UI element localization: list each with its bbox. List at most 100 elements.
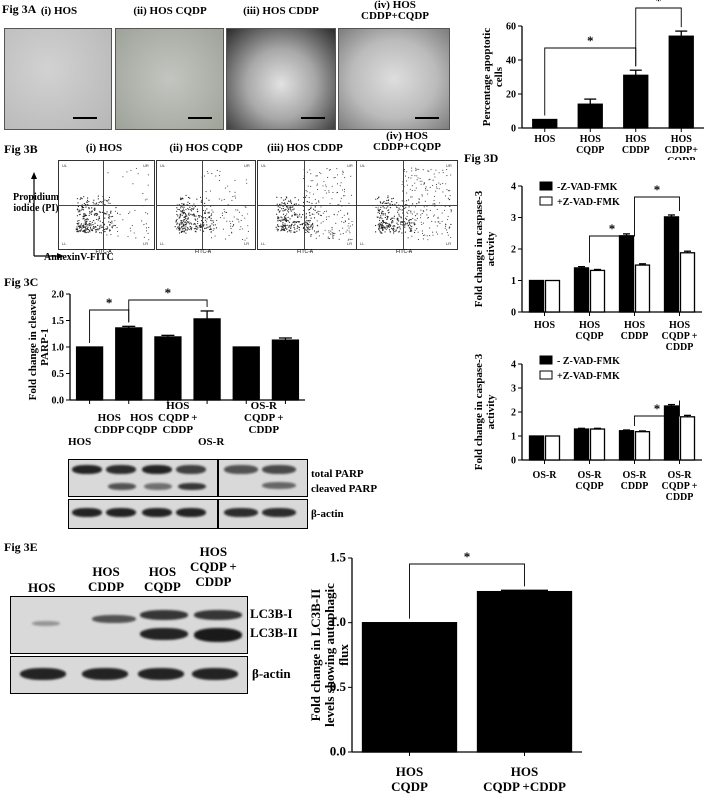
flow-event [423, 211, 425, 213]
flow-event [391, 204, 394, 206]
flow-event [378, 227, 380, 230]
blot-band [178, 483, 206, 490]
flow-event [108, 218, 110, 220]
flow-event [414, 182, 416, 184]
flow-event [434, 221, 436, 223]
flow-event [310, 207, 312, 210]
flow-event [83, 213, 85, 215]
flow-event [78, 230, 80, 232]
flow-event [276, 203, 278, 205]
flow-event [186, 222, 188, 224]
flow-event [183, 216, 185, 219]
flow-event [227, 185, 229, 187]
flow-event [436, 188, 438, 190]
flow-event [246, 237, 248, 239]
blot-band [262, 465, 296, 474]
y-axis-label: Fold change in LC3B-IIlevels showing aut… [308, 583, 351, 727]
flow-event [110, 210, 112, 212]
flow-event [234, 179, 236, 182]
flow-event [307, 185, 309, 187]
flow-event [332, 236, 334, 238]
flow-event [204, 227, 206, 230]
flow-event [306, 228, 308, 230]
flow-event [309, 227, 311, 229]
bar [634, 431, 651, 461]
flow-event [103, 228, 105, 231]
flow-event [428, 179, 430, 181]
flow-event [426, 209, 428, 211]
flow-event [322, 212, 324, 214]
flow-event [93, 199, 95, 201]
flow-event [381, 218, 383, 220]
flow-event [302, 201, 305, 204]
x-tick-label: OS-R [533, 470, 558, 481]
flow-event [194, 230, 196, 232]
flow-event [387, 196, 389, 199]
flow-event [302, 227, 305, 229]
flow-event [342, 170, 344, 172]
legend-swatch [539, 181, 553, 191]
flow-event [185, 226, 187, 228]
flow-event [79, 226, 81, 228]
flow-event [390, 227, 393, 229]
flow-event [404, 207, 406, 210]
y-tick-label: 1.0 [330, 614, 346, 629]
y-tick-label: 1.5 [330, 550, 347, 565]
flow-event [84, 203, 87, 206]
flow-event [224, 187, 226, 189]
flow-event [75, 228, 78, 231]
flow-event [397, 209, 399, 211]
flow-event [315, 202, 317, 204]
quadrant-vline [304, 161, 305, 249]
flow-event [325, 186, 327, 188]
flow-event [348, 222, 350, 224]
quadrant-vline [202, 161, 204, 249]
significance-bracket [635, 7, 682, 67]
flow-event [83, 196, 85, 198]
flow-event [425, 188, 427, 190]
scale-bar [188, 117, 212, 119]
cleaved-parp-label: cleaved PARP [311, 483, 378, 495]
flow-event [314, 209, 316, 211]
flow-event [183, 227, 185, 229]
flow-event [318, 235, 320, 237]
flow-event [145, 223, 147, 225]
flow-event [180, 210, 182, 212]
flow-event [178, 209, 180, 211]
flow-event [188, 221, 190, 224]
flow-event [148, 239, 150, 241]
quadrant-label: UR [446, 163, 452, 168]
flow-event [204, 219, 207, 221]
flow-event [432, 231, 434, 233]
flow-event [342, 233, 344, 235]
flow-event [399, 226, 401, 228]
flow-event [137, 173, 139, 175]
flow-event [341, 217, 343, 219]
flow-event [94, 207, 96, 209]
flow-event [182, 222, 184, 224]
flow-event [396, 206, 398, 209]
flow-event [214, 224, 216, 226]
flow-event [179, 223, 181, 225]
flow-event [78, 227, 81, 229]
flow-event [180, 231, 182, 234]
flow-event [411, 189, 413, 191]
bar [618, 235, 635, 313]
significance-star: * [654, 401, 661, 416]
flow-event [209, 228, 211, 231]
flow-event [76, 228, 79, 231]
flow-event [89, 220, 91, 223]
flow-event [86, 201, 88, 203]
flow-event [210, 230, 212, 233]
flow-event [307, 209, 309, 211]
flow-event [291, 206, 293, 208]
flow-event [309, 214, 311, 216]
flow-event [204, 210, 207, 212]
flow-event [115, 206, 117, 209]
blot-lane-label: HOS CQDP [126, 412, 158, 436]
bar [618, 430, 635, 461]
flow-event [90, 213, 92, 215]
flow-event [395, 229, 397, 231]
significance-bracket [634, 400, 680, 426]
